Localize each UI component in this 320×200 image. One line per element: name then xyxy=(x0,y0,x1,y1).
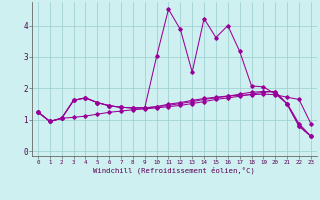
X-axis label: Windchill (Refroidissement éolien,°C): Windchill (Refroidissement éolien,°C) xyxy=(93,167,255,174)
